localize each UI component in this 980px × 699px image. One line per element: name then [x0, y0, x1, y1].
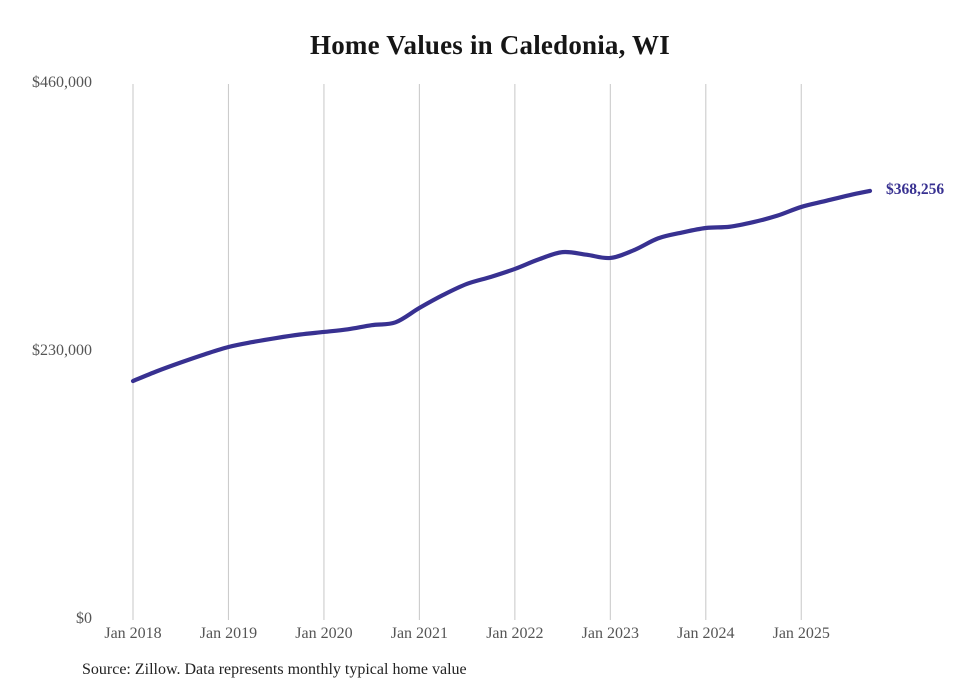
- x-axis-tick-label: Jan 2020: [295, 625, 353, 642]
- x-axis-tick-label: Jan 2024: [677, 625, 735, 642]
- y-axis-tick-label: $0: [76, 610, 92, 627]
- end-value-label: $368,256: [886, 180, 945, 198]
- x-axis-tick-label: Jan 2018: [104, 625, 162, 642]
- gridlines-group: [132, 84, 802, 620]
- x-axis-tick-label: Jan 2022: [486, 625, 544, 642]
- y-axis-tick-label: $460,000: [32, 74, 92, 91]
- x-axis-tick-label: Jan 2025: [772, 625, 830, 642]
- y-axis-tick-label: $230,000: [32, 342, 92, 359]
- x-axis-tick-label: Jan 2023: [581, 625, 639, 642]
- x-axis-tick-label: Jan 2019: [199, 625, 258, 642]
- source-annotation: Source: Zillow. Data represents monthly …: [82, 661, 467, 678]
- home-value-line: [130, 188, 873, 384]
- x-axis-tick-label: Jan 2021: [390, 625, 449, 642]
- chart-title: Home Values in Caledonia, WI: [310, 30, 670, 60]
